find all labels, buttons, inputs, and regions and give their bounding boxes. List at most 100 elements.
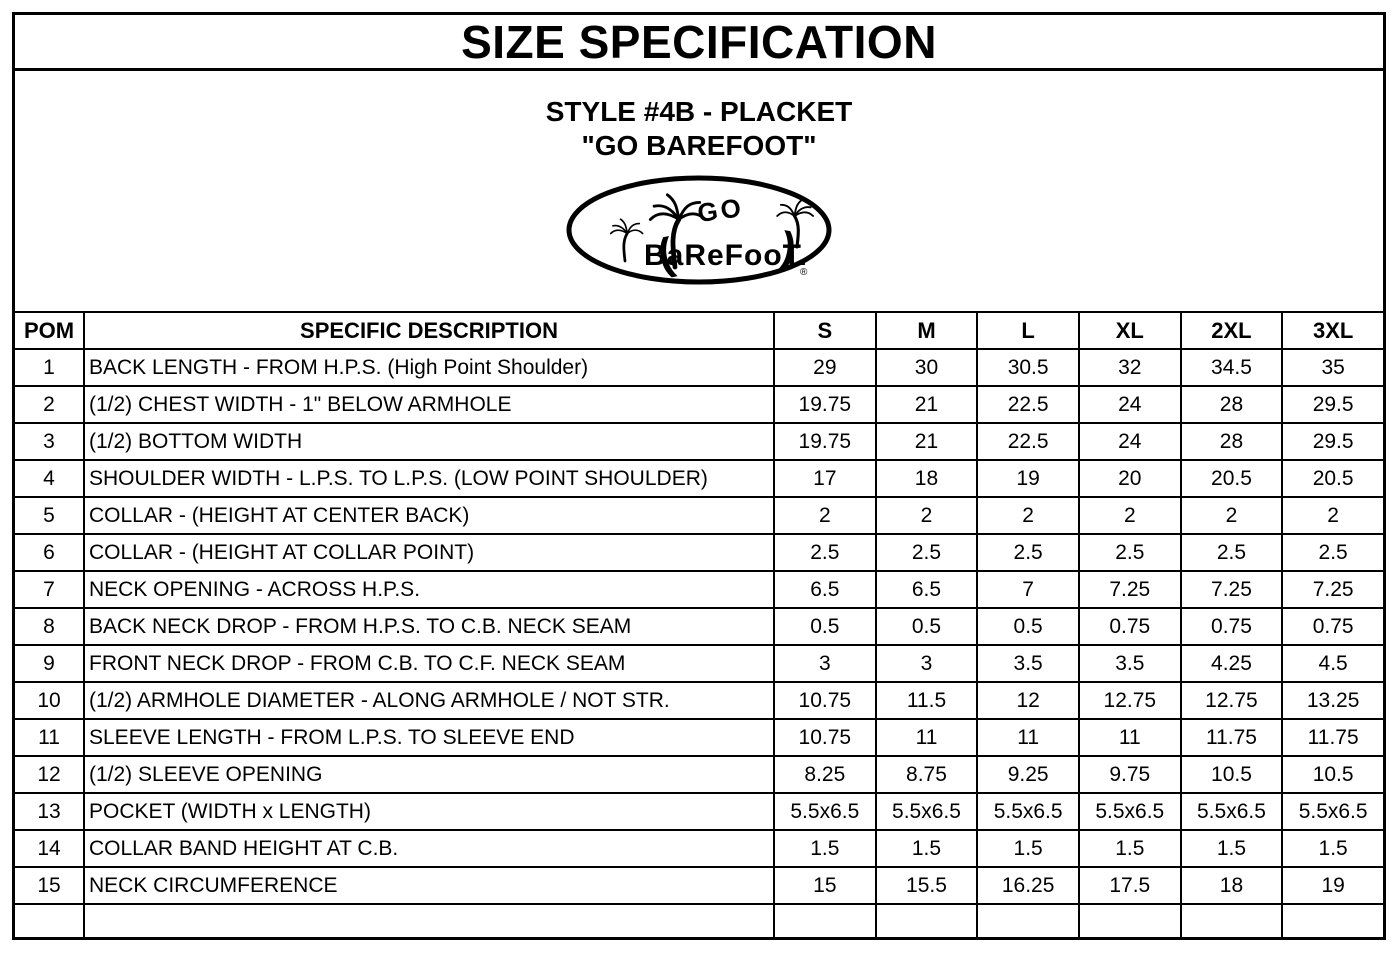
- size-value-cell: 8.25: [773, 755, 877, 794]
- size-value-cell: 5.5x6.5: [1179, 792, 1284, 831]
- size-value-cell: 13.25: [1281, 681, 1385, 720]
- title-bar: SIZE SPECIFICATION: [15, 15, 1383, 71]
- pom-cell: 15: [13, 866, 85, 905]
- size-spec-table: POM SPECIFIC DESCRIPTION S M L XL 2XL 3XL 1 BACK…: [13, 311, 1385, 939]
- size-value-cell: 3.5: [976, 644, 1080, 683]
- pom-cell: 11: [13, 718, 85, 757]
- size-value-cell: 17: [773, 459, 877, 498]
- size-value-cell: 29: [773, 348, 877, 387]
- description-cell: (1/2) BOTTOM WIDTH: [83, 422, 775, 461]
- size-value-cell: 2.5: [874, 533, 979, 572]
- size-value-cell: 17.5: [1077, 866, 1182, 905]
- size-value-cell: 2.5: [1179, 533, 1284, 572]
- size-value-cell: 11: [874, 718, 979, 757]
- table-row: 15 NECK CIRCUMFERENCE 15 15.5 16.25 17.5 18 19: [13, 866, 1385, 905]
- size-value-cell: 2.5: [976, 533, 1080, 572]
- size-value-cell: 28: [1179, 422, 1284, 461]
- pom-cell: 14: [13, 829, 85, 868]
- size-value-cell: 7.25: [1281, 570, 1385, 609]
- size-value-cell: 12.75: [1179, 681, 1284, 720]
- description-cell: NECK CIRCUMFERENCE: [83, 866, 775, 905]
- size-value-cell: 2.5: [1077, 533, 1182, 572]
- pom-cell: 6: [13, 533, 85, 572]
- table-row: 10 (1/2) ARMHOLE DIAMETER - ALONG ARMHOLE…: [13, 681, 1385, 720]
- size-value-cell: 2: [874, 496, 979, 535]
- size-value-cell: 28: [1179, 385, 1284, 424]
- size-value-cell: 5.5x6.5: [1077, 792, 1182, 831]
- size-value-cell: 0.75: [1179, 607, 1284, 646]
- table-row: 11 SLEEVE LENGTH - FROM L.P.S. TO SLEEVE …: [13, 718, 1385, 757]
- pom-cell: 4: [13, 459, 85, 498]
- size-value-cell: 2: [773, 496, 877, 535]
- spec-table-head: POM SPECIFIC DESCRIPTION S M L XL 2XL 3XL: [13, 311, 1385, 350]
- table-row: 14 COLLAR BAND HEIGHT AT C.B. 1.5 1.5 1.5 1.5…: [13, 829, 1385, 868]
- size-value-cell: 7: [976, 570, 1080, 609]
- column-header-2xl: 2XL: [1179, 311, 1284, 350]
- column-header-specific-description: SPECIFIC DESCRIPTION: [83, 311, 775, 350]
- size-value-cell: 2: [1077, 496, 1182, 535]
- size-value-cell: 10.5: [1281, 755, 1385, 794]
- table-row: 13 POCKET (WIDTH x LENGTH) 5.5x6.5 5.5x6.5 5…: [13, 792, 1385, 831]
- size-value-cell: 22.5: [976, 422, 1080, 461]
- table-row: 7 NECK OPENING - ACROSS H.P.S. 6.5 6.5 7 7.25…: [13, 570, 1385, 609]
- column-header-xl: XL: [1077, 311, 1182, 350]
- size-value-cell: 2: [976, 496, 1080, 535]
- size-value-cell: 21: [874, 385, 979, 424]
- size-value-cell: 19: [1281, 866, 1385, 905]
- size-value-cell: 1.5: [773, 829, 877, 868]
- description-cell: SLEEVE LENGTH - FROM L.P.S. TO SLEEVE EN…: [83, 718, 775, 757]
- size-value-cell: 16.25: [976, 866, 1080, 905]
- pom-cell: 13: [13, 792, 85, 831]
- size-value-cell: 10.75: [773, 681, 877, 720]
- size-value-cell: 19.75: [773, 385, 877, 424]
- size-value-cell: 19: [976, 459, 1080, 498]
- empty-cell: [976, 903, 1080, 939]
- column-header-3xl: 3XL: [1281, 311, 1385, 350]
- size-value-cell: 21: [874, 422, 979, 461]
- size-value-cell: 9.25: [976, 755, 1080, 794]
- size-value-cell: 2.5: [773, 533, 877, 572]
- empty-cell: [13, 903, 85, 939]
- empty-cell: [1077, 903, 1182, 939]
- description-cell: (1/2) CHEST WIDTH - 1" BELOW ARMHOLE: [83, 385, 775, 424]
- pom-cell: 9: [13, 644, 85, 683]
- size-value-cell: 20: [1077, 459, 1182, 498]
- size-value-cell: 10.75: [773, 718, 877, 757]
- size-value-cell: 2.5: [1281, 533, 1385, 572]
- size-value-cell: 0.75: [1077, 607, 1182, 646]
- size-value-cell: 3: [874, 644, 979, 683]
- pom-cell: 10: [13, 681, 85, 720]
- description-cell: (1/2) ARMHOLE DIAMETER - ALONG ARMHOLE /…: [83, 681, 775, 720]
- size-value-cell: 7.25: [1179, 570, 1284, 609]
- size-value-cell: 6.5: [773, 570, 877, 609]
- description-cell: FRONT NECK DROP - FROM C.B. TO C.F. NECK…: [83, 644, 775, 683]
- size-value-cell: 5.5x6.5: [773, 792, 877, 831]
- empty-cell: [773, 903, 877, 939]
- size-value-cell: 20.5: [1281, 459, 1385, 498]
- size-value-cell: 7.25: [1077, 570, 1182, 609]
- pom-cell: 7: [13, 570, 85, 609]
- column-header-s: S: [773, 311, 877, 350]
- table-row: 12 (1/2) SLEEVE OPENING 8.25 8.75 9.25 9.75 10…: [13, 755, 1385, 794]
- size-value-cell: 34.5: [1179, 348, 1284, 387]
- size-value-cell: 11.75: [1179, 718, 1284, 757]
- size-value-cell: 29.5: [1281, 385, 1385, 424]
- size-value-cell: 0.75: [1281, 607, 1385, 646]
- size-value-cell: 3.5: [1077, 644, 1182, 683]
- size-value-cell: 30.5: [976, 348, 1080, 387]
- pom-cell: 2: [13, 385, 85, 424]
- size-value-cell: 12.75: [1077, 681, 1182, 720]
- table-row: 3 (1/2) BOTTOM WIDTH 19.75 21 22.5 24 28 29.5: [13, 422, 1385, 461]
- size-value-cell: 24: [1077, 422, 1182, 461]
- empty-cell: [1281, 903, 1385, 939]
- size-value-cell: 3: [773, 644, 877, 683]
- description-cell: COLLAR - (HEIGHT AT CENTER BACK): [83, 496, 775, 535]
- table-row: 1 BACK LENGTH - FROM H.P.S. (High Point S…: [13, 348, 1385, 387]
- size-value-cell: 11: [1077, 718, 1182, 757]
- size-value-cell: 1.5: [1077, 829, 1182, 868]
- size-value-cell: 11.5: [874, 681, 979, 720]
- size-value-cell: 20.5: [1179, 459, 1284, 498]
- spec-table-body: 1 BACK LENGTH - FROM H.P.S. (High Point S…: [13, 348, 1385, 939]
- description-cell: NECK OPENING - ACROSS H.P.S.: [83, 570, 775, 609]
